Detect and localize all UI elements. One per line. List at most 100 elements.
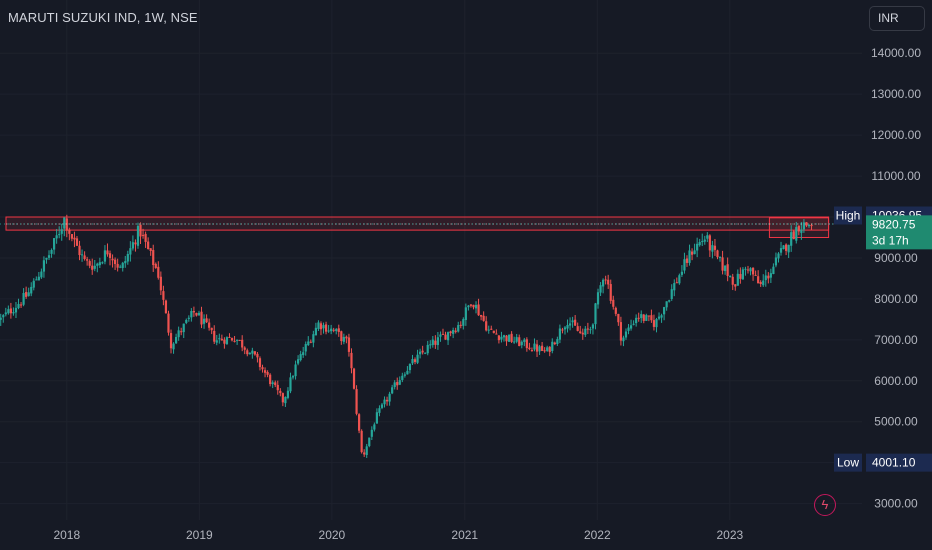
candle-body <box>439 334 442 337</box>
candle-body <box>657 316 661 319</box>
candle-body <box>782 245 785 250</box>
candle-body <box>111 258 114 261</box>
candles <box>0 214 813 458</box>
candle-body <box>464 307 467 320</box>
lightning-icon[interactable]: ϟ <box>814 494 836 516</box>
y-tick-label: 11000.00 <box>871 169 920 183</box>
candle <box>751 267 755 281</box>
x-tick-label: 2023 <box>716 528 743 542</box>
candle-body <box>459 324 462 326</box>
x-tick-label: 2022 <box>584 528 611 542</box>
candle <box>141 228 145 239</box>
candle <box>144 231 147 248</box>
candle <box>50 248 53 258</box>
candle-body <box>297 359 300 364</box>
candle <box>25 286 28 299</box>
candle <box>116 258 119 272</box>
candle-body <box>289 377 292 392</box>
low-label-value: 4001.10 <box>872 456 916 470</box>
candle-body <box>807 225 811 227</box>
candle <box>294 360 297 380</box>
candle <box>429 340 432 349</box>
candle <box>30 282 33 297</box>
candle <box>0 313 2 326</box>
candle-body <box>281 393 284 403</box>
candle <box>271 380 274 389</box>
candle-body <box>116 263 119 268</box>
candle-body <box>513 341 516 343</box>
candle <box>330 324 333 335</box>
candle-body <box>805 222 808 226</box>
candle-body <box>416 354 419 363</box>
candle <box>396 377 399 390</box>
candle-body <box>576 326 579 331</box>
candle <box>238 339 241 342</box>
candle <box>764 269 767 287</box>
candle-body <box>22 293 25 305</box>
candle-body <box>114 259 117 265</box>
candle <box>65 214 68 238</box>
candle <box>729 275 732 278</box>
candle-body <box>490 328 493 330</box>
candle-body <box>444 334 447 340</box>
candle <box>274 380 277 388</box>
candle <box>568 317 572 331</box>
candle-body <box>187 317 190 319</box>
candle-body <box>68 229 71 234</box>
candle <box>96 262 99 273</box>
candle <box>734 284 737 291</box>
candle <box>12 307 15 316</box>
candle-body <box>274 382 277 386</box>
candle-body <box>556 339 559 344</box>
candle-body <box>358 414 361 431</box>
last-price-label-value-bg <box>866 215 932 250</box>
candle-body <box>180 331 183 333</box>
candle <box>810 223 813 230</box>
candle <box>561 327 564 334</box>
candle-body <box>284 396 287 404</box>
candle-body <box>800 229 803 233</box>
candle <box>622 335 625 347</box>
candle <box>129 241 132 262</box>
candle-body <box>411 359 414 364</box>
candle <box>663 306 666 321</box>
candle <box>472 304 475 310</box>
candle <box>335 328 338 335</box>
candle <box>670 284 673 301</box>
candle <box>556 336 559 346</box>
candle <box>657 312 661 321</box>
candle <box>309 339 312 344</box>
candle <box>391 384 394 395</box>
candle-body <box>228 336 231 338</box>
candle-body <box>680 271 684 275</box>
candle <box>497 335 500 344</box>
candle-body <box>342 336 345 342</box>
candle <box>424 352 427 355</box>
currency-selector[interactable]: INR <box>869 6 925 31</box>
candle-body <box>58 234 61 236</box>
candle-body <box>175 337 178 344</box>
candle-body <box>563 327 567 330</box>
candle <box>566 319 569 333</box>
candle-body <box>792 231 795 240</box>
candle-body <box>30 286 33 294</box>
candle-body <box>238 339 241 341</box>
candle <box>93 259 96 272</box>
candle <box>454 327 457 334</box>
candle-body <box>772 266 775 274</box>
candle-body <box>299 354 302 361</box>
candle <box>134 239 137 252</box>
candle-body <box>352 368 356 389</box>
candle <box>279 388 282 397</box>
candle-body <box>2 315 5 318</box>
candle <box>754 270 757 276</box>
candle-body <box>266 372 269 375</box>
candle-body <box>32 280 35 288</box>
candle <box>223 337 226 349</box>
candle <box>546 345 549 352</box>
candle <box>551 338 554 354</box>
candle <box>225 336 229 345</box>
candle-body <box>622 337 625 342</box>
candle <box>602 278 605 294</box>
